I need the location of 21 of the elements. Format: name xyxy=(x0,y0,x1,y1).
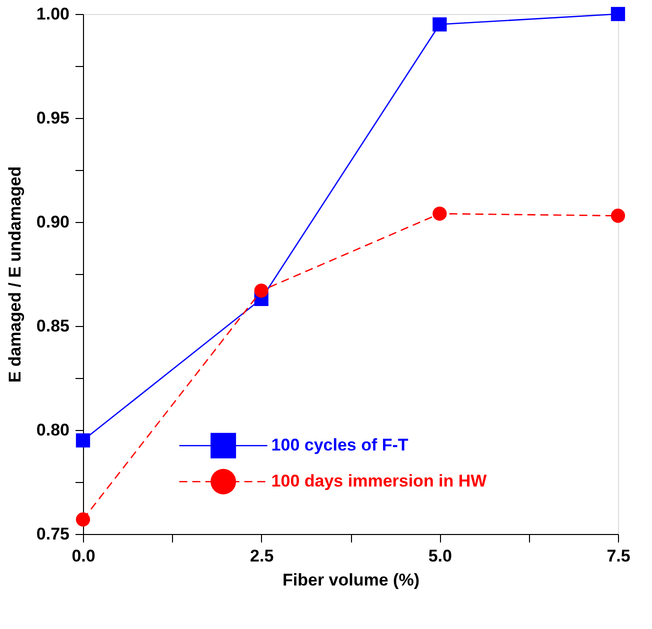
y-tick-label: 0.80 xyxy=(36,420,70,440)
x-tick-label: 7.5 xyxy=(606,546,630,566)
point xyxy=(432,17,447,32)
point xyxy=(76,433,90,448)
x-tick-label: 5.0 xyxy=(428,546,452,566)
point xyxy=(610,208,626,223)
x-tick-label: 2.5 xyxy=(250,546,274,566)
x-tick-label: 0.0 xyxy=(72,546,96,566)
point xyxy=(254,284,268,298)
y-tick-label: 0.90 xyxy=(36,212,70,232)
y-tick-label: 0.95 xyxy=(36,108,70,128)
point xyxy=(610,6,626,22)
y-tick-label: 0.85 xyxy=(36,316,70,336)
point xyxy=(76,512,90,526)
y-axis-title: E damaged / E undamaged xyxy=(5,166,24,383)
legend-label: 100 days immersion in HW xyxy=(271,472,488,491)
y-tick-label: 1.00 xyxy=(36,4,70,24)
y-tick-label: 0.75 xyxy=(36,524,70,544)
x-axis-title: Fiber volume (%) xyxy=(282,570,420,590)
legend-label: 100 cycles of F-T xyxy=(271,436,409,455)
point xyxy=(432,206,447,221)
